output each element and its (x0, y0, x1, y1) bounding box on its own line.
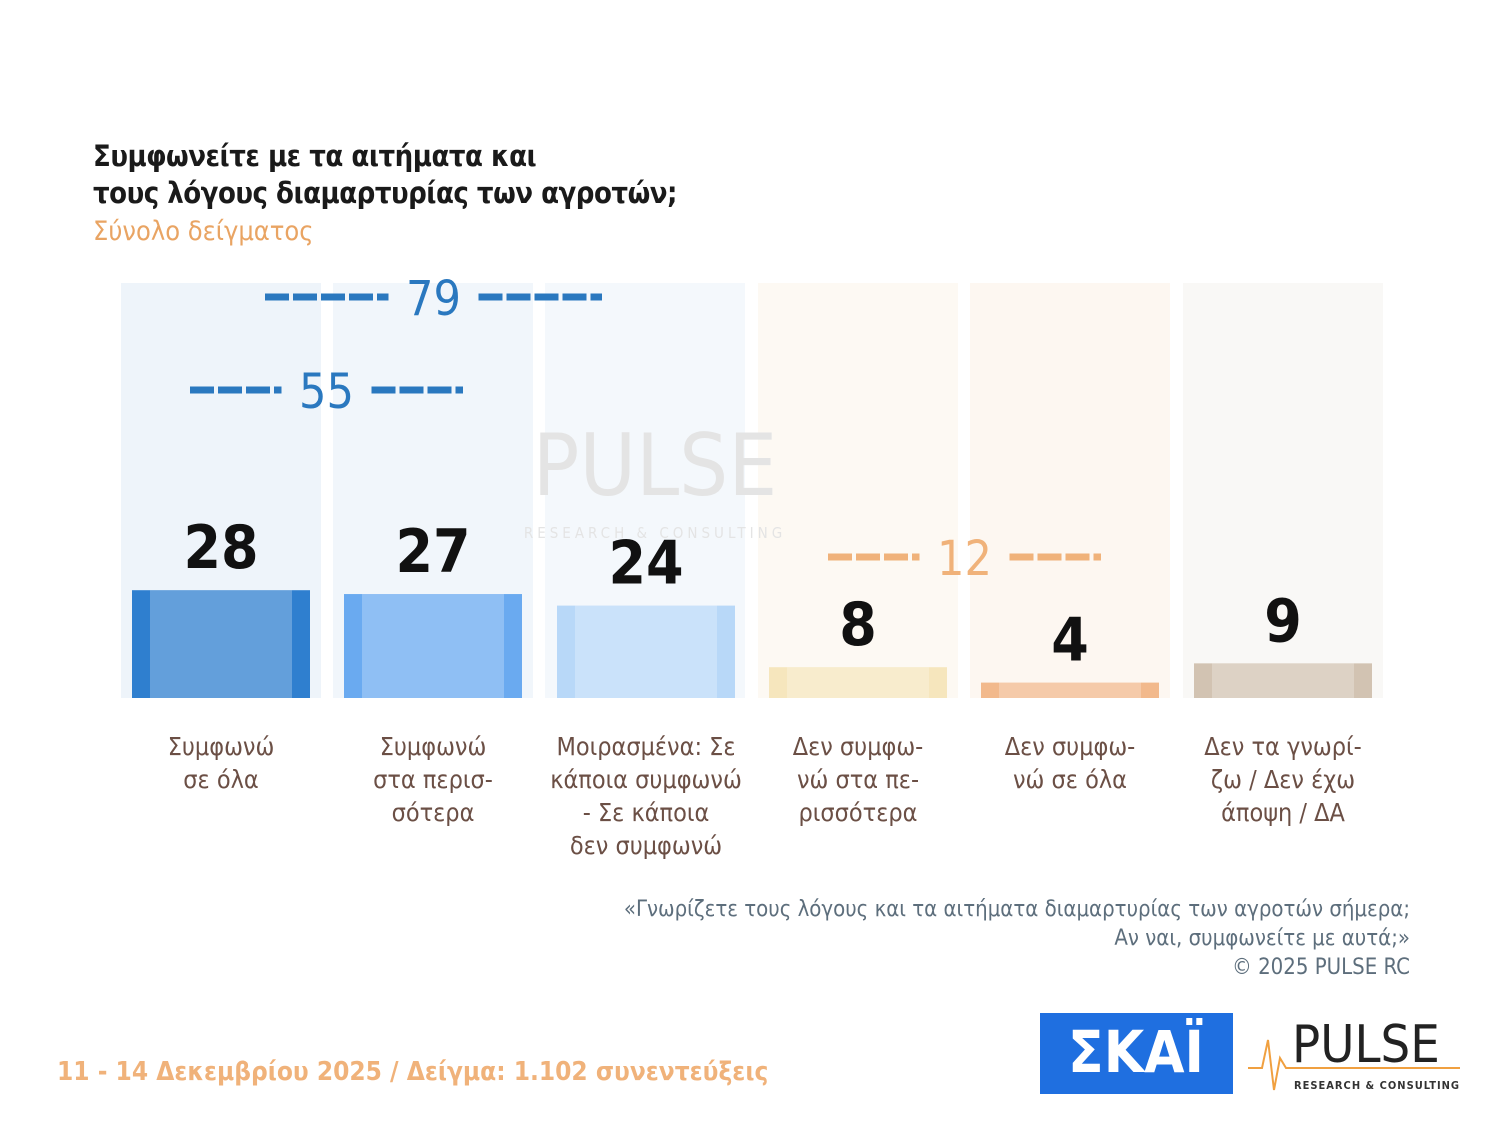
value-label: 4 (1051, 606, 1089, 676)
bar (769, 667, 947, 698)
footer: 11 - 14 Δεκεμβρίου 2025 / Δείγμα: 1.102 … (57, 1057, 769, 1087)
category-label: Μοιρασμένα: Σε κάποια συμφωνώ - Σε κάποι… (550, 732, 742, 860)
footnote: «Γνωρίζετε τους λόγους και τα αιτήματα δ… (623, 897, 1410, 980)
panel (758, 283, 958, 698)
watermark: PULSE (533, 416, 777, 516)
category-label: Συμφωνώ σε όλα (167, 732, 275, 794)
bar-shine (787, 667, 929, 698)
value-label: 9 (1264, 586, 1302, 656)
logo: PULSE (1292, 1015, 1440, 1075)
value-label: 28 (183, 513, 258, 583)
subtitle: Σύνολο δείγματος (93, 216, 314, 247)
panel (1183, 283, 1383, 698)
value-label: 8 (839, 590, 877, 660)
category-label: Δεν συμφω- νώ στα πε- ρισσότερα (792, 732, 924, 827)
bar (132, 590, 310, 698)
bar-shine (999, 682, 1141, 698)
bar-shine (150, 590, 292, 698)
logo-line (1248, 1039, 1460, 1091)
logo-box (1040, 1013, 1233, 1094)
group-total: 79 (406, 271, 461, 327)
category-label: Συμφωνώ στα περισ- σότερα (373, 732, 493, 827)
bar (1194, 663, 1372, 698)
group-total: 55 (299, 364, 354, 420)
bar (981, 682, 1159, 698)
bar-shine (1212, 663, 1354, 698)
watermark: RESEARCH & CONSULTING (524, 524, 786, 542)
bar (557, 605, 735, 698)
logo: RESEARCH & CONSULTING (1294, 1079, 1460, 1092)
group-total: 12 (937, 531, 992, 587)
value-label: 27 (395, 517, 470, 587)
category-label: Δεν συμφω- νώ σε όλα (1004, 732, 1136, 794)
title: Συμφωνείτε με τα αιτήματα και τους λόγου… (93, 139, 677, 210)
panel (970, 283, 1170, 698)
value-label: 24 (608, 529, 683, 599)
bar-shine (575, 605, 717, 698)
bar-shine (362, 594, 504, 698)
logo: ΣΚΑΪ (1068, 1017, 1204, 1086)
bar (344, 594, 522, 698)
category-label: Δεν τα γνωρί- ζω / Δεν έχω άποψη / ΔΑ (1204, 732, 1362, 827)
